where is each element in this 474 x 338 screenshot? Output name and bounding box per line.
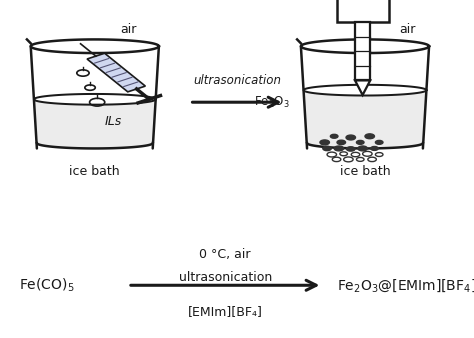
Text: ultrasonication: ultrasonication: [179, 271, 272, 284]
Circle shape: [375, 152, 383, 156]
Circle shape: [344, 157, 353, 162]
Polygon shape: [87, 53, 146, 92]
Circle shape: [327, 152, 337, 157]
Circle shape: [330, 134, 338, 138]
Polygon shape: [34, 99, 155, 148]
Circle shape: [320, 140, 329, 145]
Circle shape: [371, 146, 378, 150]
Text: air: air: [120, 23, 136, 36]
Text: ultrasonication: ultrasonication: [193, 74, 281, 87]
Circle shape: [337, 140, 346, 145]
Circle shape: [334, 146, 344, 151]
Polygon shape: [355, 80, 370, 95]
Polygon shape: [303, 90, 427, 148]
Circle shape: [356, 158, 364, 161]
Circle shape: [356, 140, 364, 144]
Circle shape: [340, 152, 347, 156]
Text: Fe(CO)$_5$: Fe(CO)$_5$: [19, 276, 74, 294]
Text: 0 °C, air: 0 °C, air: [200, 248, 251, 261]
Text: Fe(CO)$_5$: Fe(CO)$_5$: [62, 0, 109, 3]
Text: ice bath: ice bath: [340, 166, 390, 178]
Bar: [355, 22, 370, 80]
Circle shape: [375, 140, 383, 144]
Text: air: air: [400, 23, 416, 36]
Circle shape: [332, 157, 341, 162]
Circle shape: [358, 146, 367, 151]
Text: ILs: ILs: [105, 115, 122, 128]
Circle shape: [368, 157, 376, 162]
Text: ice bath: ice bath: [70, 166, 120, 178]
Text: Fe$_2$O$_3$: Fe$_2$O$_3$: [254, 95, 289, 110]
Bar: [337, 0, 389, 22]
Circle shape: [346, 147, 355, 151]
Circle shape: [363, 151, 372, 156]
Circle shape: [365, 134, 374, 139]
Circle shape: [346, 135, 356, 140]
Text: Fe$_2$O$_3$@[EMIm][BF$_4$]: Fe$_2$O$_3$@[EMIm][BF$_4$]: [337, 277, 474, 294]
Circle shape: [323, 146, 331, 151]
Text: [EMIm][BF₄]: [EMIm][BF₄]: [188, 305, 263, 318]
Circle shape: [351, 152, 360, 157]
